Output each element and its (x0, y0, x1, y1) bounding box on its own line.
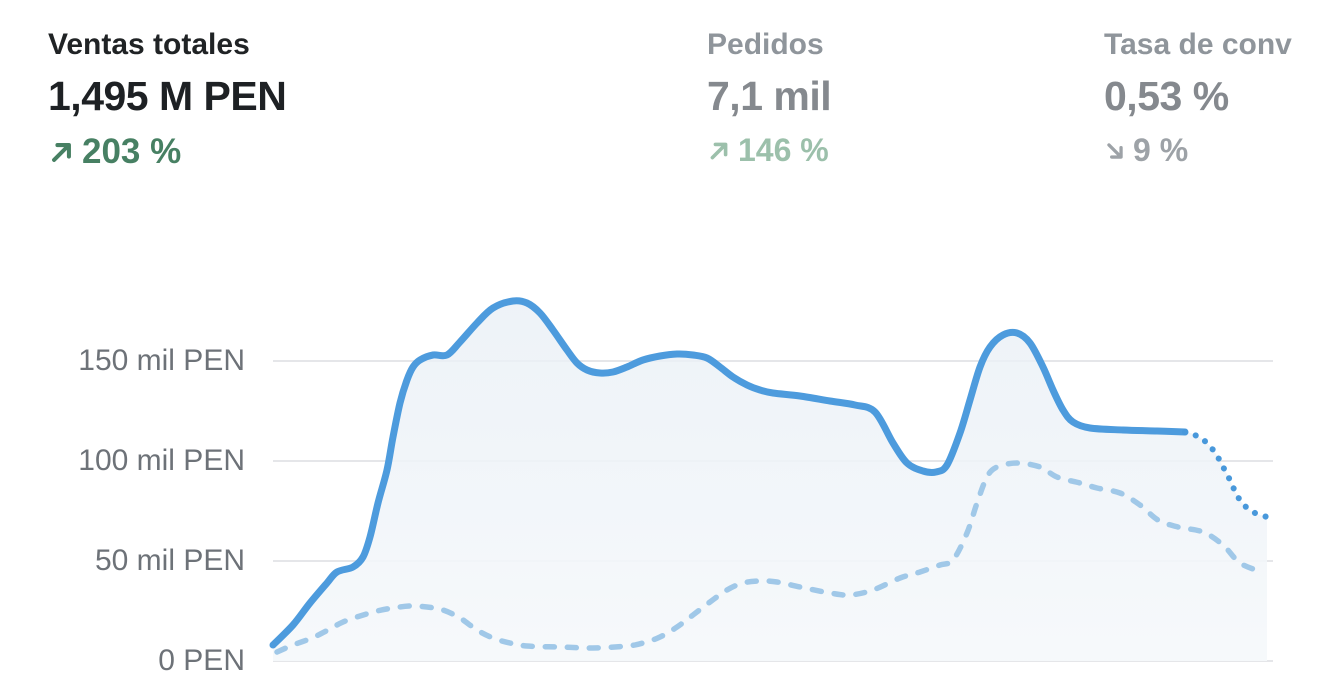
metric-total-sales[interactable]: Ventas totales 1,495 M PEN 203 % (48, 26, 287, 172)
metric-delta-value: 146 % (738, 132, 829, 168)
trend-up-icon (710, 142, 728, 159)
projection-line (1182, 429, 1270, 520)
metric-delta-value: 9 % (1133, 132, 1189, 168)
metric-value: 1,495 M PEN (48, 73, 287, 119)
previous-period-line (274, 460, 1265, 655)
area-fill (273, 300, 1267, 661)
y-axis-label-150: 150 mil PEN (78, 344, 245, 377)
metric-conversion-rate[interactable]: Tasa de conv 0,53 % 9 % (1104, 26, 1292, 169)
current-period-line (269, 297, 1189, 649)
trend-down-icon (1107, 142, 1123, 159)
metric-value: 0,53 % (1104, 73, 1229, 119)
metric-delta-value: 203 % (82, 132, 182, 171)
y-axis-label-100: 100 mil PEN (78, 444, 245, 477)
y-axis-label-50: 50 mil PEN (94, 544, 245, 577)
trend-up-icon (52, 142, 71, 162)
metric-orders[interactable]: Pedidos 7,1 mil 146 % (707, 26, 832, 169)
metric-delta: 203 % (48, 132, 286, 172)
metric-title: Tasa de conv (1104, 28, 1292, 61)
metric-title: Ventas totales (48, 28, 250, 61)
metric-delta: 9 % (1104, 132, 1292, 169)
metric-title: Pedidos (707, 28, 824, 61)
y-axis-label-0: 0 PEN (158, 644, 245, 677)
metric-delta: 146 % (707, 132, 831, 169)
metric-value: 7,1 mil (707, 73, 832, 119)
